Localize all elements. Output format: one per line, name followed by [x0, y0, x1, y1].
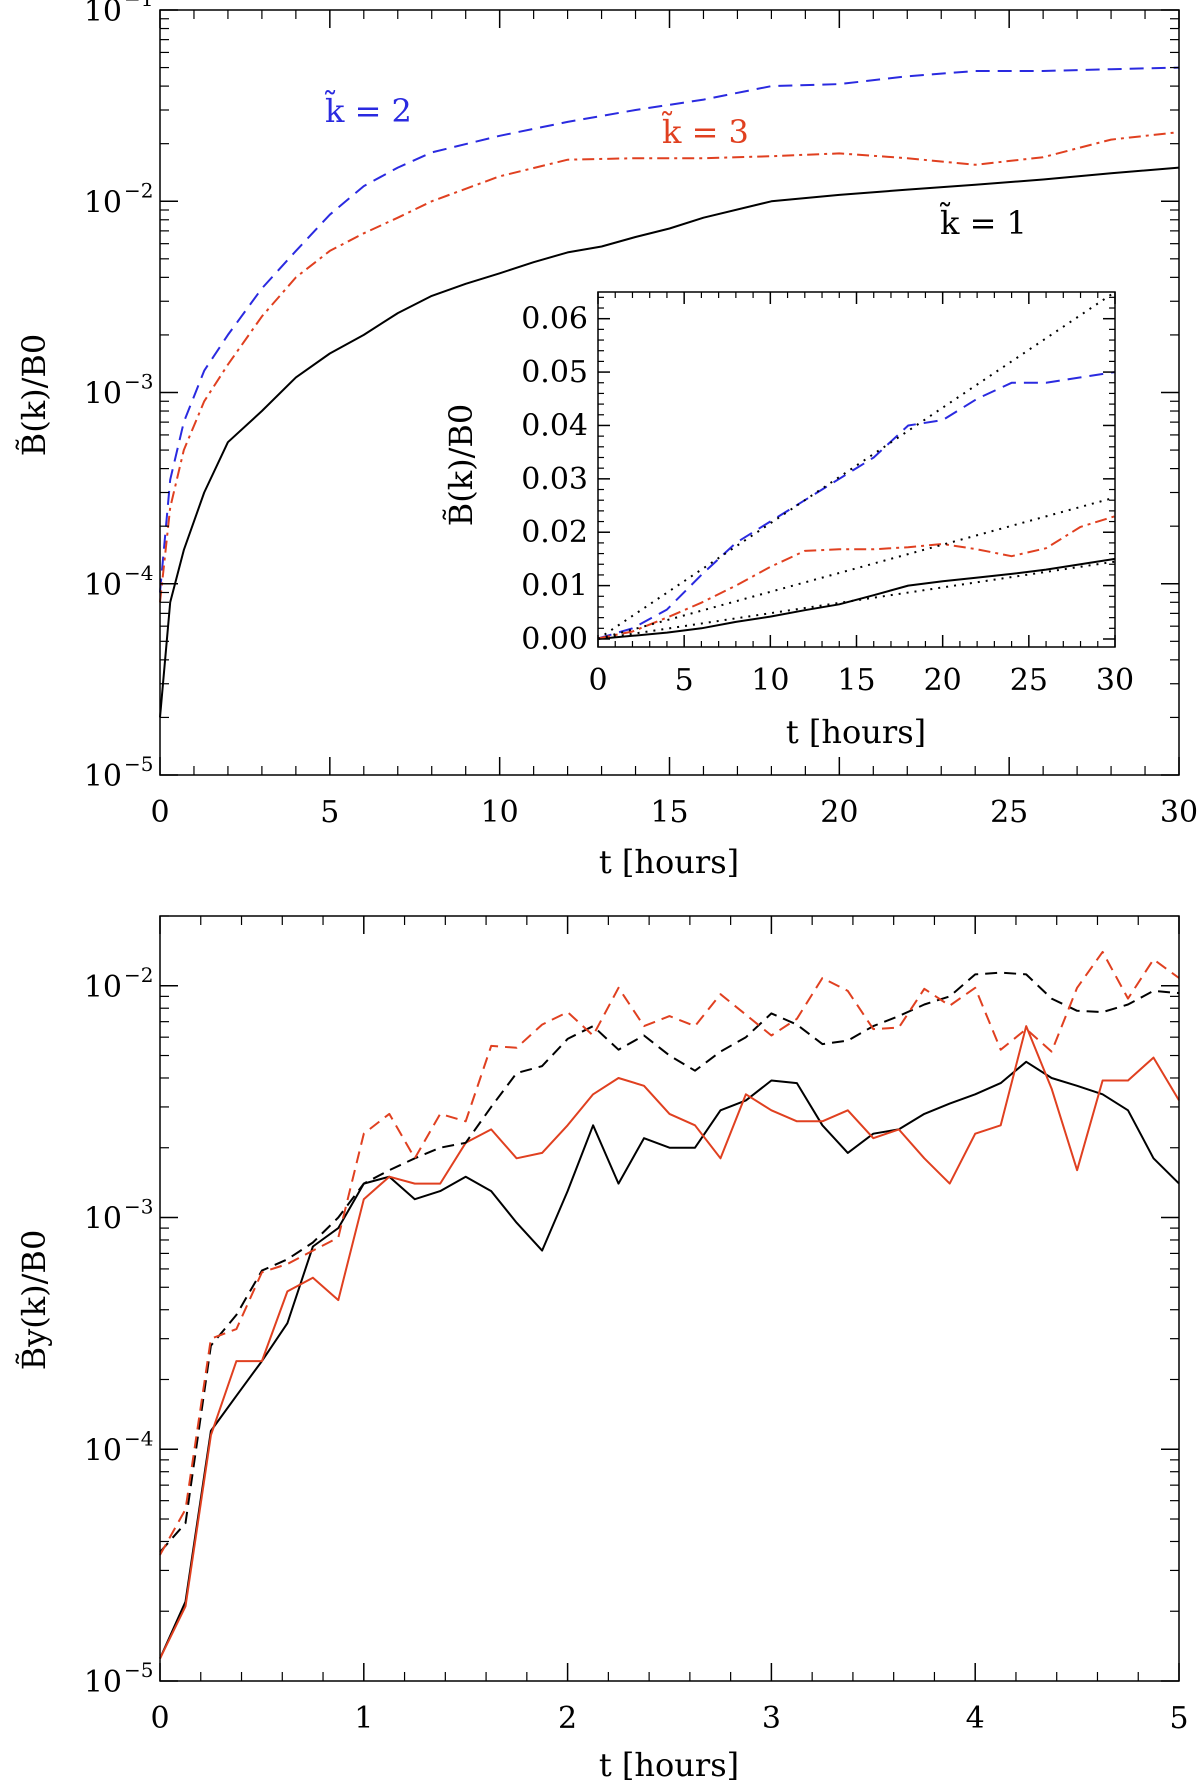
top-x-axis-title: t [hours]: [599, 843, 739, 881]
top-y-axis-title: B̃(k)/B0: [15, 334, 53, 457]
inset-curves: [597, 291, 1116, 640]
inset-y-tick-labels: 0.00 0.01 0.02 0.03 0.04 0.05 0.06: [521, 302, 588, 657]
inset-series-1: [597, 371, 1116, 640]
inset-y-tick-label: 0.02: [521, 515, 588, 550]
top-y-tick-label: 10: [84, 185, 122, 220]
top-y-tick-label: 10: [84, 377, 122, 412]
inset-x-tick-label: 20: [924, 663, 962, 698]
top-y-tick-labels: 10−510−410−310−210−1: [84, 0, 154, 794]
annotation-k1: k̃ = 1: [939, 203, 1027, 242]
bottom-y-tick-label: 10: [84, 1665, 122, 1700]
bottom-y-tick-exponent: −2: [124, 963, 153, 987]
top-series-2: [159, 131, 1180, 603]
top-x-tick-label: 30: [1160, 795, 1198, 830]
bottom-y-tick-label: 10: [84, 970, 122, 1005]
inset-y-tick-label: 0.04: [521, 408, 588, 443]
bottom-x-tick-label: 2: [558, 1701, 577, 1736]
inset-y-tick-label: 0.03: [521, 462, 588, 497]
annotation-k2: k̃ = 2: [324, 91, 412, 130]
top-y-tick-exponent: −3: [124, 370, 153, 394]
top-y-tick-exponent: −5: [124, 752, 153, 776]
inset-x-tick-label: 5: [675, 663, 694, 698]
inset-x-tick-label: 25: [1010, 663, 1048, 698]
bottom-ticks: [159, 915, 1180, 1682]
inset-series-0: [597, 557, 1116, 640]
top-x-tick-label: 25: [990, 795, 1028, 830]
bottom-y-tick-labels: 10−510−410−310−2: [84, 963, 154, 1700]
bottom-series-3: [159, 950, 1180, 1556]
annotation-k3: k̃ = 3: [661, 112, 749, 151]
bottom-y-tick-exponent: −5: [124, 1658, 153, 1682]
top-ticks: [159, 9, 1180, 776]
inset-x-tick-label: 15: [837, 663, 875, 698]
inset-y-tick-label: 0.05: [521, 355, 588, 390]
top-y-tick-exponent: −2: [124, 178, 153, 202]
bottom-curves: [159, 950, 1180, 1659]
inset-y-tick-label: 0.01: [521, 569, 588, 604]
inset-x-tick-label: 0: [588, 663, 607, 698]
bottom-y-tick-label: 10: [84, 1433, 122, 1468]
bottom-y-tick-label: 10: [84, 1202, 122, 1237]
top-x-tick-label: 5: [320, 795, 339, 830]
top-series-0: [159, 166, 1180, 718]
bottom-y-tick-exponent: −4: [124, 1426, 153, 1450]
inset-ticks: [597, 292, 1116, 647]
top-x-tick-label: 15: [650, 795, 688, 830]
top-y-tick-label: 10: [84, 568, 122, 603]
inset-x-axis-title: t [hours]: [786, 713, 926, 751]
bottom-series-0: [159, 1060, 1180, 1659]
top-y-tick-exponent: −4: [124, 561, 153, 585]
inset-y-tick-label: 0.00: [521, 622, 588, 657]
top-curves: [159, 66, 1180, 718]
bottom-x-tick-labels: 0 1 2 3 4 5: [150, 1701, 1188, 1736]
bottom-x-tick-label: 3: [762, 1701, 781, 1736]
top-y-tick-exponent: −1: [124, 0, 153, 11]
top-x-tick-label: 0: [150, 795, 169, 830]
inset-y-tick-label: 0.06: [521, 302, 588, 337]
bottom-series-1: [159, 1025, 1180, 1659]
bottom-x-tick-label: 0: [150, 1701, 169, 1736]
inset-series-2: [597, 515, 1116, 640]
top-series-1: [159, 66, 1180, 593]
inset-background: [598, 292, 1115, 647]
inset-series-4: [597, 496, 1116, 640]
bottom-x-tick-label: 5: [1169, 1701, 1188, 1736]
inset-x-tick-labels: 0 5 10 15 20 25 30: [588, 663, 1134, 698]
bottom-x-tick-label: 4: [966, 1701, 985, 1736]
bottom-series-2: [159, 971, 1180, 1553]
bottom-x-axis-title: t [hours]: [599, 1746, 739, 1784]
top-x-tick-labels: 0 5 10 15 20 25 30: [150, 795, 1198, 830]
bottom-plot-frame: [159, 915, 1180, 1682]
bottom-y-tick-exponent: −3: [124, 1195, 153, 1219]
top-y-tick-label: 10: [84, 0, 122, 29]
bottom-y-axis-title: B̃y(k)/B0: [15, 1230, 53, 1371]
inset-y-axis-title: B̃(k)/B0: [442, 404, 480, 527]
top-y-tick-label: 10: [84, 759, 122, 794]
inset-x-tick-label: 30: [1096, 663, 1134, 698]
inset-panel: 0 5 10 15 20 25 30 0.000.010.020.030.040.050.0…: [442, 291, 1134, 751]
bottom-x-tick-label: 1: [354, 1701, 373, 1736]
inset-x-tick-label: 10: [751, 663, 789, 698]
top-x-tick-label: 20: [820, 795, 858, 830]
top-x-tick-label: 10: [481, 795, 519, 830]
